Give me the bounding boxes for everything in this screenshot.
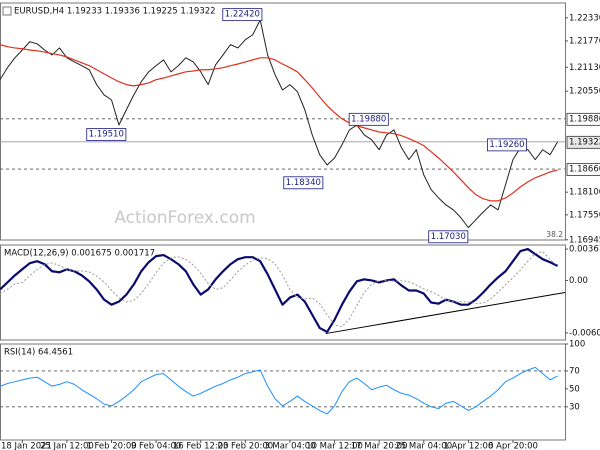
annotation-label: 1.18340 xyxy=(286,178,321,188)
x-tick-label: 9 Feb 04:00 xyxy=(131,442,181,450)
label-box xyxy=(348,112,389,126)
panel-title: EURUSD,H4 1.19233 1.19336 1.19225 1.1932… xyxy=(14,7,216,17)
label-box xyxy=(222,8,263,22)
symbol-icon xyxy=(2,6,12,16)
watermark: ActionForex.com xyxy=(114,208,255,228)
x-tick-label: 17 Mar 20:00 xyxy=(351,442,408,450)
y-tick-label: 1.18100 xyxy=(569,188,600,198)
x-tick-label: 8 Apr 20:00 xyxy=(488,442,538,450)
annotation-label: 1.19880 xyxy=(351,114,386,124)
panel-frame xyxy=(0,2,566,241)
y-tick-label: 70 xyxy=(569,366,580,376)
y-tick-label: 0.00 xyxy=(569,276,588,286)
label-box xyxy=(566,112,600,126)
x-tick-label: 25 Jan 12:00 xyxy=(40,442,94,450)
label-box xyxy=(487,138,527,152)
trend-line xyxy=(325,292,566,335)
x-tick-label: 10 Mar 12:00 xyxy=(306,442,363,450)
y-tick-label: 1.21770 xyxy=(569,36,600,46)
level-label: 1.18660 xyxy=(569,165,600,175)
x-tick-label: 23 Feb 20:00 xyxy=(217,442,273,450)
y-tick-label: 50 xyxy=(569,384,580,394)
level-label: 1.19322 xyxy=(569,137,600,147)
x-tick-label: 16 Feb 12:00 xyxy=(173,442,229,450)
x-tick-label: 3 Mar 04:00 xyxy=(264,442,315,450)
annotation-label: 1.22420 xyxy=(225,10,260,20)
annotation-label: 1.19260 xyxy=(489,140,524,150)
panel-title: RSI(14) 64.4561 xyxy=(4,348,73,358)
panel-frame xyxy=(0,343,566,441)
y-tick-label: 1.21130 xyxy=(569,63,600,73)
panel-title: MACD(12,26,9) 0.001675 0.001717 xyxy=(4,249,155,259)
series-line xyxy=(0,44,558,202)
label-box xyxy=(86,128,127,141)
y-tick-label: 100 xyxy=(569,340,585,350)
label-box xyxy=(428,230,469,244)
x-tick-label: 18 Jan 2021 xyxy=(1,442,52,450)
series-line xyxy=(0,250,558,328)
y-tick-label: 30 xyxy=(569,402,580,412)
fib-label: 38.2 xyxy=(546,230,563,239)
y-tick-label: -0.006026 xyxy=(569,328,600,338)
x-tick-label: 1 Feb 20:00 xyxy=(86,442,136,450)
label-box xyxy=(566,163,600,177)
y-tick-label: 0.003615 xyxy=(569,245,600,255)
panel-frame xyxy=(0,244,566,341)
series-line xyxy=(0,366,558,415)
series-line xyxy=(0,247,559,334)
x-tick-label: 1 Apr 12:00 xyxy=(443,442,493,450)
x-tick-label: 25 Mar 04:00 xyxy=(395,442,452,450)
y-tick-label: 1.17550 xyxy=(569,210,600,220)
label-box xyxy=(566,135,600,149)
y-tick-label: 1.20550 xyxy=(569,87,600,97)
label-box xyxy=(283,176,324,190)
series-line xyxy=(0,19,559,229)
level-label: 1.19880 xyxy=(569,114,600,124)
y-tick-label: 1.22330 xyxy=(569,13,600,23)
annotation-label: 1.17030 xyxy=(431,232,466,242)
y-tick-label: 1.16945 xyxy=(569,235,600,245)
annotation-label: 1.19510 xyxy=(89,130,124,140)
